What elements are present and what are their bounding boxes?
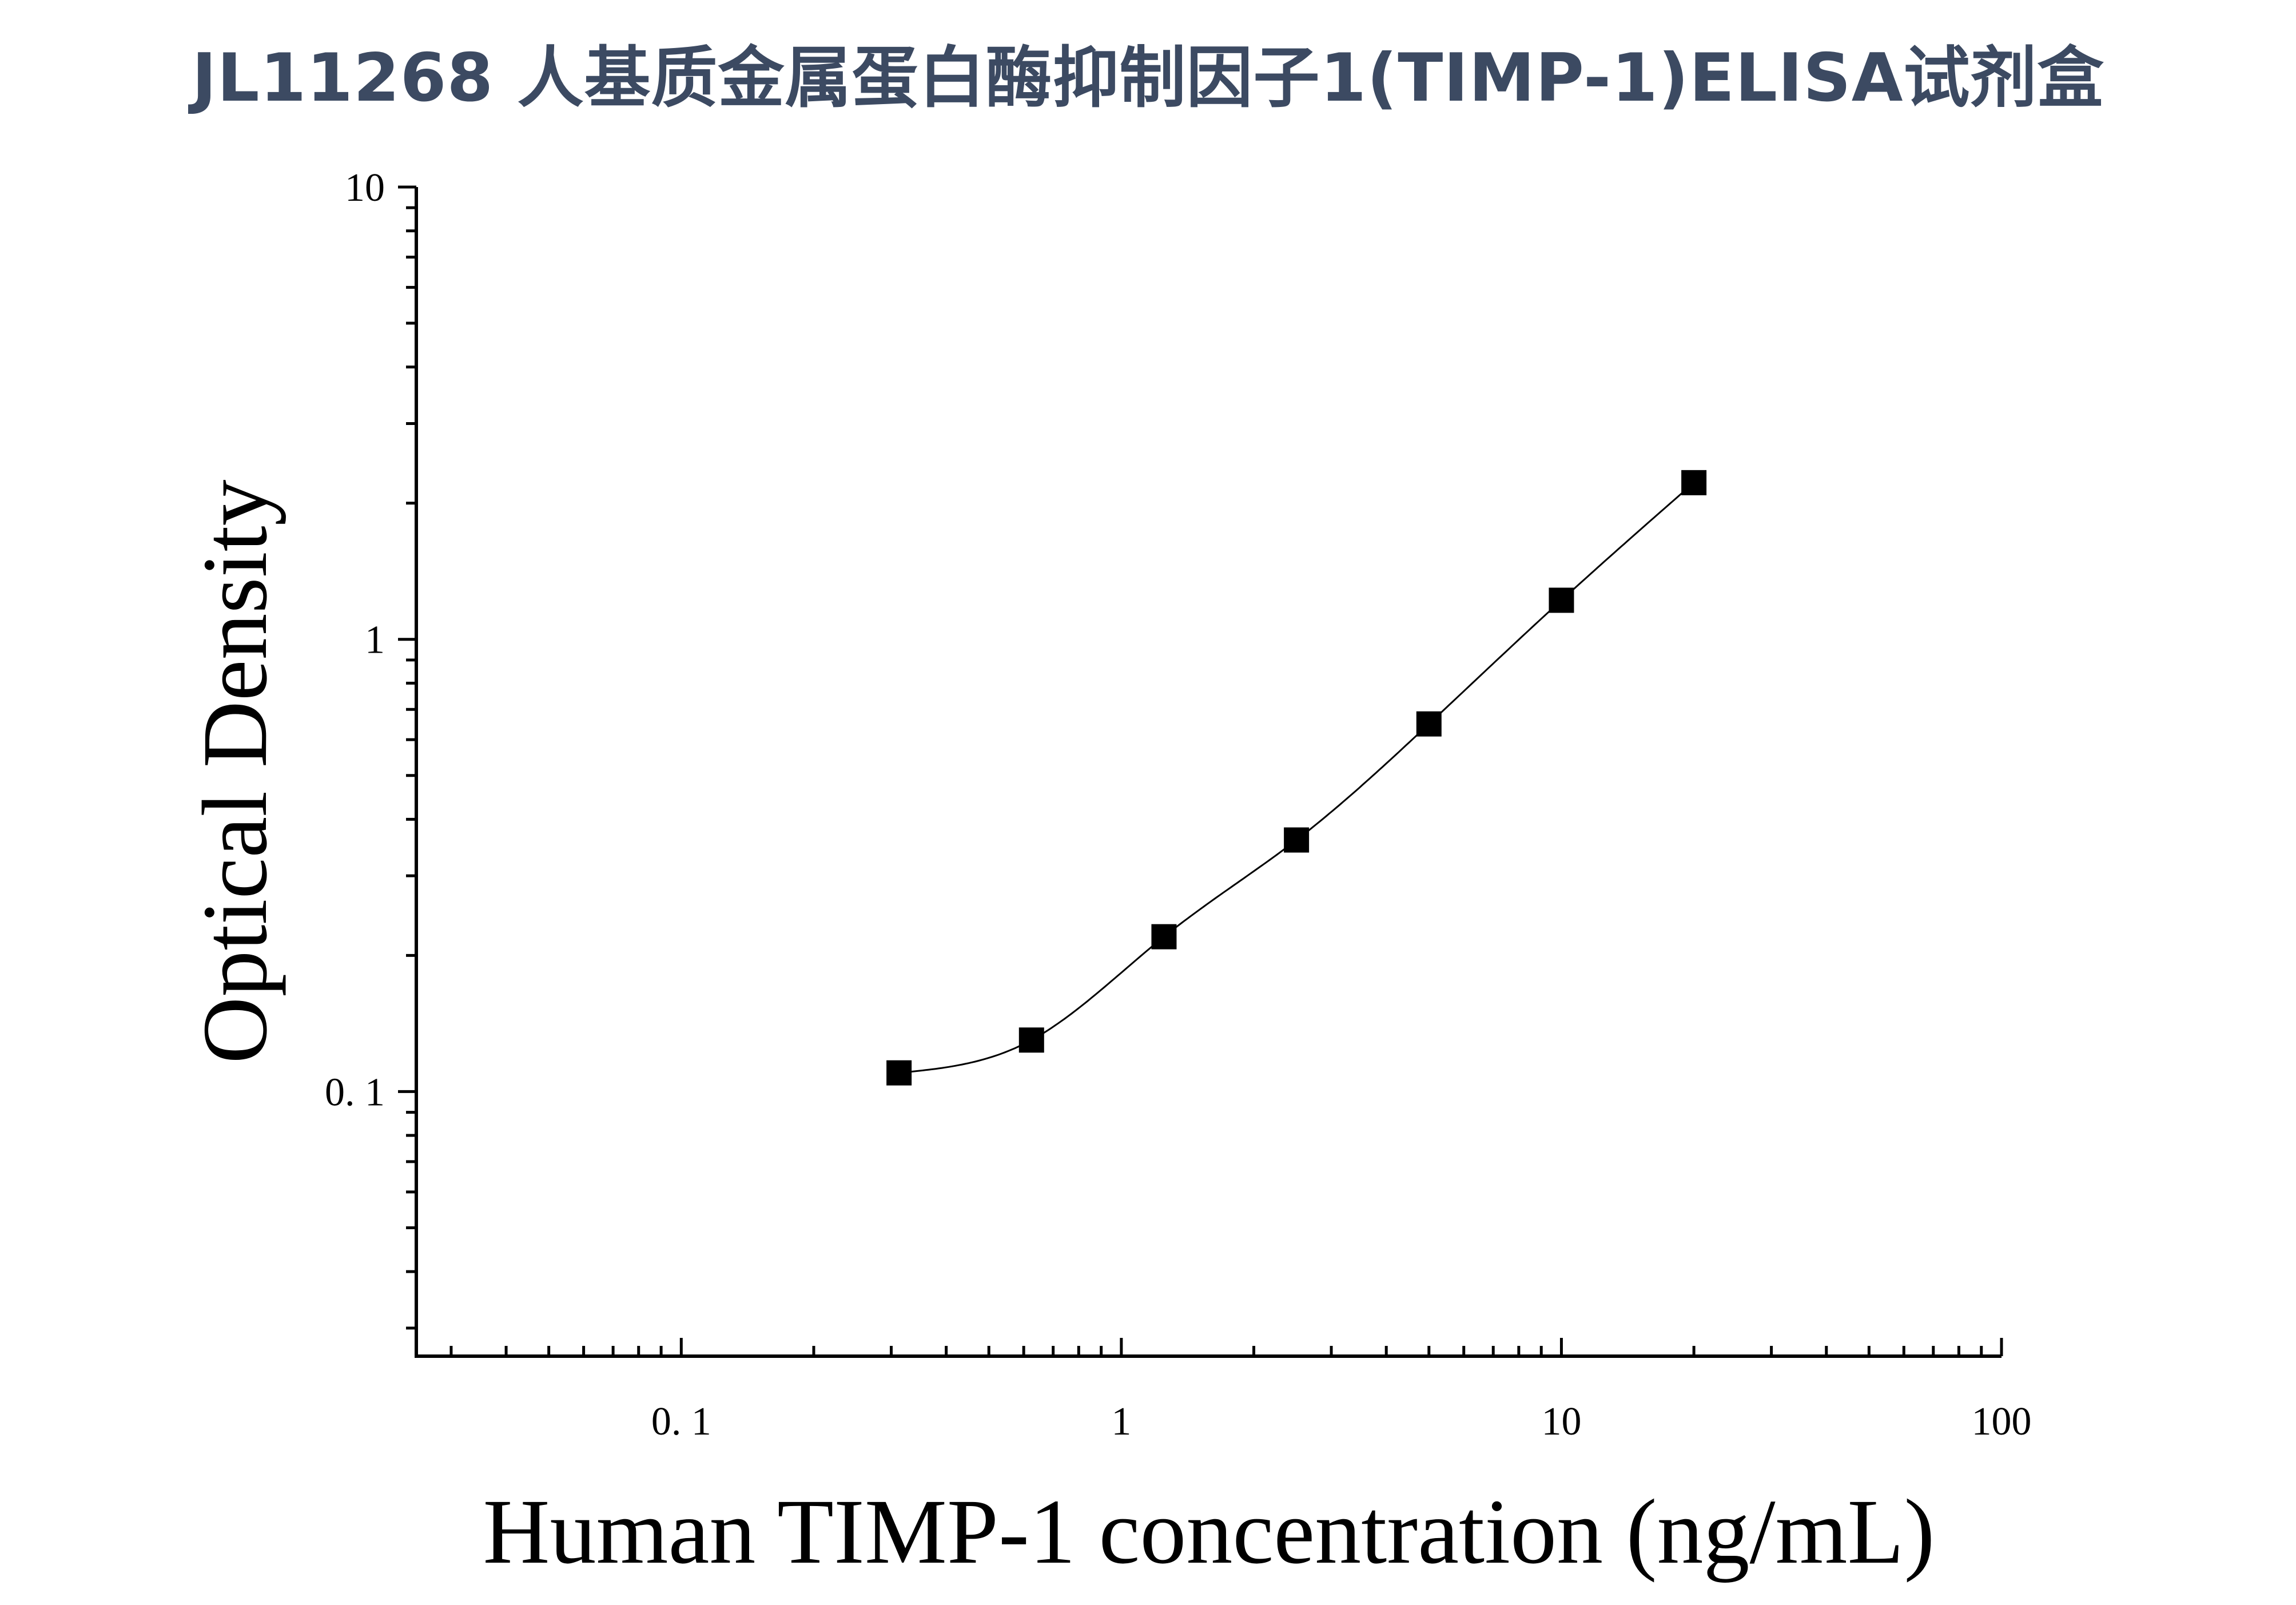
- data-point: [1284, 827, 1310, 853]
- data-point: [1151, 924, 1177, 950]
- x-tick-label: 100: [1972, 1400, 2032, 1444]
- data-point: [1549, 587, 1574, 613]
- x-tick-label: 1: [1111, 1400, 1131, 1444]
- fit-curve: [898, 482, 1695, 1074]
- axes: 0. 1 1 10 100 0. 1 1 10: [325, 166, 2032, 1444]
- x-axis-title: Human TIMP-1 concentration (ng/mL): [483, 1481, 1935, 1583]
- x-tick-label: 10: [1541, 1400, 1581, 1444]
- fit-curve-layer: [898, 482, 1695, 1074]
- data-point: [1416, 711, 1442, 737]
- data-point: [886, 1060, 912, 1086]
- y-tick-label: 10: [345, 166, 385, 210]
- data-point: [1018, 1027, 1044, 1053]
- y-axis-title: Optical Density: [184, 479, 286, 1063]
- data-points-layer: [886, 470, 1707, 1086]
- y-tick-label: 0. 1: [325, 1070, 385, 1114]
- y-tick-label: 1: [365, 618, 385, 662]
- x-tick-label: 0. 1: [651, 1400, 711, 1444]
- data-point: [1681, 470, 1707, 495]
- chart-title: JL11268 人基质金属蛋白酶抑制因子1(TIMP-1)ELISA试剂盒: [192, 39, 2104, 117]
